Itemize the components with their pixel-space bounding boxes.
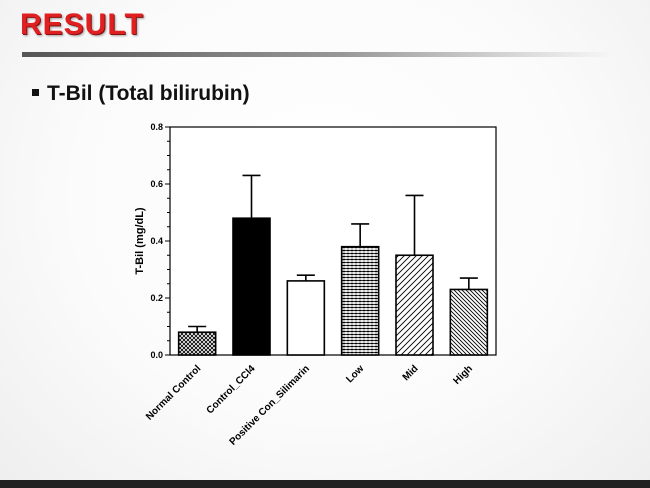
bar: [340, 245, 380, 356]
y-tick-label: 0.8: [150, 122, 163, 132]
bullet-square-icon: [32, 88, 39, 96]
y-axis-ticks: 0.0 0.2 0.4 0.6 0.8: [150, 122, 170, 360]
bullet-heading: T-Bil (Total bilirubin): [32, 82, 250, 106]
y-tick-label: 0.2: [150, 293, 163, 303]
bar: [177, 331, 217, 356]
y-tick-label: 0.0: [150, 350, 163, 360]
bar: [286, 280, 326, 356]
title-divider: [22, 52, 612, 57]
footer-bar: [0, 480, 650, 488]
bar: [449, 288, 489, 356]
bar: [395, 254, 434, 356]
bullet-text: T-Bil (Total bilirubin): [47, 82, 250, 105]
bar: [232, 217, 271, 356]
plot-area: [169, 126, 497, 356]
slide-title: RESULT: [20, 8, 144, 41]
y-tick-label: 0.4: [150, 236, 163, 246]
error-bars: [188, 174, 478, 333]
x-tick-label: Mid: [401, 363, 421, 383]
x-tick-label: Low: [344, 363, 366, 385]
x-tick-label: High: [451, 363, 474, 386]
y-axis-title: T-Bil (mg/dL): [134, 207, 146, 275]
plot-frame: [169, 126, 497, 356]
x-tick-label: Normal Control: [144, 363, 203, 422]
x-tick-label: Control_CCl4: [205, 363, 258, 416]
y-tick-label: 0.6: [150, 179, 163, 189]
